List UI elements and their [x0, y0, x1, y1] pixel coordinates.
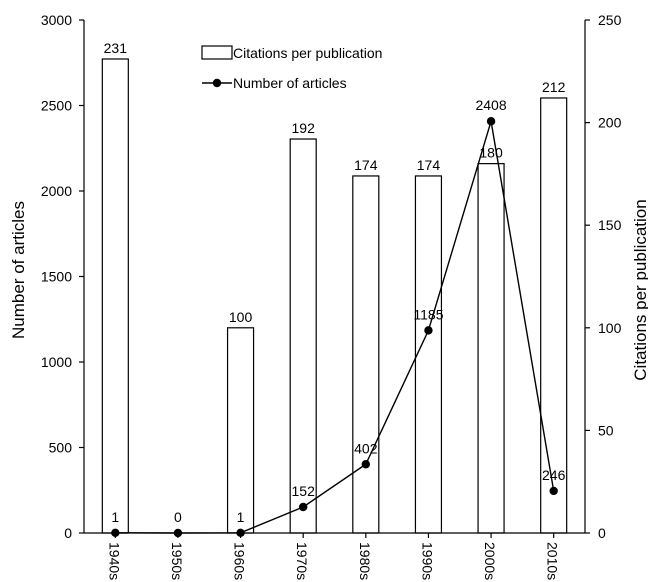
bar-label-1990s: 174 [417, 157, 441, 173]
legend-bar-swatch [201, 45, 233, 60]
point-2010s [549, 486, 558, 496]
bar-1980s [352, 175, 380, 534]
bar-label-1960s: 100 [229, 309, 253, 325]
x-tick-label-1970s: 1970s [294, 542, 310, 580]
point-label-2000s: 2408 [475, 97, 506, 113]
y-right-tick-label: 150 [598, 217, 622, 233]
legend: Citations per publication Number of artic… [201, 45, 382, 91]
bar-label-1940s: 231 [104, 40, 128, 56]
point-1990s [424, 326, 433, 335]
bar-1970s [289, 138, 317, 534]
point-label-1980s: 402 [354, 440, 378, 456]
point-label-2010s: 246 [542, 467, 566, 483]
y-left-tick-label: 500 [49, 440, 73, 456]
bar-2000s [477, 163, 505, 534]
bar-label-2010s: 212 [542, 79, 566, 95]
y-left-tick-label: 2500 [41, 98, 72, 114]
y-right-tick-label: 50 [598, 422, 614, 438]
point-2000s [486, 117, 496, 126]
y-axis-right-title: Citations per publication [631, 199, 648, 380]
bar-1960s [226, 327, 255, 534]
y-left-tick-label: 1500 [41, 269, 72, 285]
point-1970s [298, 502, 308, 512]
legend-label-citations: Citations per publication [233, 45, 382, 61]
y-left-tick-label: 1000 [41, 354, 72, 370]
bar-label-1980s: 174 [354, 157, 378, 173]
point-label-1950s: 0 [174, 509, 182, 525]
bar-1940s [101, 58, 129, 534]
point-label-1960s: 1 [237, 509, 245, 525]
y-left-tick-label: 2000 [41, 183, 72, 199]
x-tick-label-1940s: 1940s [106, 542, 122, 580]
point-label-1940s: 1 [111, 509, 119, 525]
point-label-1990s: 1185 [413, 306, 443, 322]
y-right-tick-label: 0 [598, 525, 606, 541]
legend-line-marker [212, 78, 222, 88]
bar-label-1970s: 192 [292, 120, 316, 136]
y-left-tick-label: 3000 [41, 12, 72, 28]
axes-layer: 0500100015002000250030000501001502002501… [41, 12, 622, 580]
x-tick-label-1980s: 1980s [357, 542, 373, 580]
legend-label-articles: Number of articles [233, 75, 347, 91]
y-right-tick-label: 250 [598, 12, 622, 28]
point-label-1970s: 152 [292, 483, 316, 499]
x-tick-label-2000s: 2000s [482, 542, 498, 580]
x-tick-label-1960s: 1960s [232, 542, 248, 580]
x-tick-label-1950s: 1950s [169, 542, 185, 580]
bar-2010s [540, 97, 568, 534]
y-right-tick-label: 200 [598, 115, 622, 131]
y-axis-left-title: Number of articles [9, 201, 28, 339]
y-right-tick-label: 100 [598, 320, 622, 336]
x-tick-label-1990s: 1990s [419, 542, 435, 580]
bar-1990s [414, 175, 443, 534]
point-1980s [361, 460, 371, 469]
x-tick-label-2010s: 2010s [545, 542, 561, 580]
y-left-tick-label: 0 [64, 525, 72, 541]
